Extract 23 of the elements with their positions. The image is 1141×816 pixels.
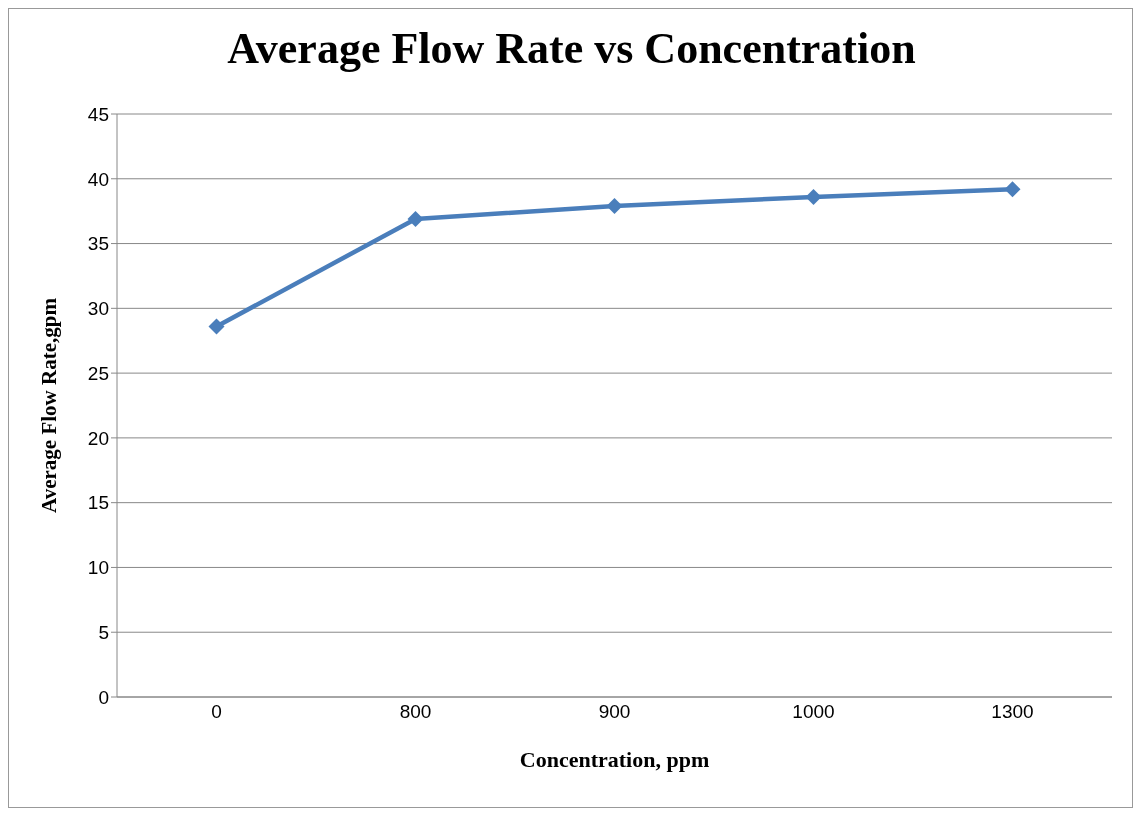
y-axis-title: Average Flow Rate,gpm (37, 297, 62, 513)
y-tick-label: 20 (87, 427, 109, 449)
point (208, 318, 225, 335)
y-tick-label: 0 (98, 686, 109, 708)
x-axis-title: Concentration, ppm (519, 747, 710, 772)
y-tick-label: 10 (87, 557, 109, 579)
chart-title: Average Flow Rate vs Concentration (226, 23, 917, 74)
point (805, 188, 822, 205)
point (407, 210, 424, 227)
y-tick-label: 15 (87, 492, 109, 514)
y-tick-label: 45 (87, 103, 109, 125)
y-tick-label: 35 (87, 233, 109, 255)
x-tick-label: 0 (211, 701, 222, 723)
x-tick-label: 1300 (991, 701, 1034, 723)
y-tick-label: 30 (87, 298, 109, 320)
x-tick-label: 900 (598, 701, 631, 723)
point (606, 197, 623, 214)
x-tick-label: 800 (399, 701, 432, 723)
y-tick-label: 25 (87, 362, 109, 384)
point (1004, 181, 1021, 198)
y-tick-label: 40 (87, 168, 109, 190)
x-tick-label: 1000 (792, 701, 835, 723)
y-tick-label: 5 (98, 621, 109, 643)
